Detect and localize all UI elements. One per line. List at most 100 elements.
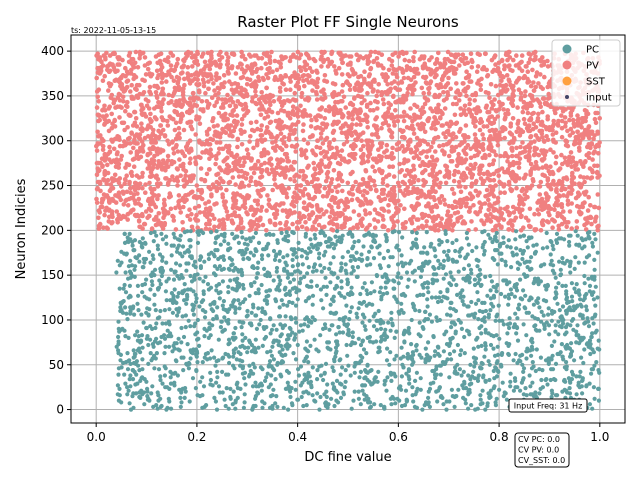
pc-spike-point (329, 396, 334, 401)
pv-spike-point (589, 141, 594, 146)
pv-spike-point (537, 128, 542, 134)
pc-spike-point (288, 394, 293, 400)
pc-spike-point (376, 369, 381, 374)
pc-spike-point (581, 360, 586, 366)
pv-spike-point (245, 151, 251, 157)
pv-spike-point (544, 100, 549, 106)
pv-spike-point (532, 211, 537, 217)
pv-spike-point (356, 185, 361, 191)
pv-spike-point (185, 71, 190, 76)
pv-spike-point (218, 185, 224, 191)
pv-spike-point (213, 129, 218, 135)
pv-spike-point (344, 196, 349, 202)
pc-spike-point (154, 403, 159, 408)
pv-spike-point (251, 145, 256, 151)
pv-spike-point (411, 214, 416, 220)
pv-spike-point (372, 168, 378, 174)
pc-spike-point (587, 402, 593, 407)
pv-spike-point (442, 202, 448, 207)
pv-spike-point (266, 160, 272, 166)
pv-spike-point (536, 211, 542, 217)
pv-spike-point (377, 153, 382, 159)
pv-spike-point (516, 125, 521, 131)
pv-spike-point (255, 198, 260, 204)
pv-spike-point (554, 154, 559, 160)
pv-spike-point (424, 154, 430, 160)
pv-spike-point (539, 119, 545, 125)
pc-spike-point (524, 356, 529, 361)
pv-spike-point (371, 123, 377, 128)
pv-spike-point (388, 86, 394, 92)
pv-spike-point (374, 115, 380, 120)
pv-spike-point (249, 127, 255, 133)
pv-spike-point (468, 51, 474, 57)
pv-spike-point (458, 189, 464, 195)
pv-spike-point (172, 127, 178, 133)
pc-spike-point (528, 392, 533, 397)
pv-spike-point (484, 124, 490, 129)
pc-spike-point (227, 360, 232, 366)
pv-spike-point (104, 113, 109, 118)
pv-spike-point (389, 63, 395, 68)
pc-spike-point (388, 370, 393, 375)
pv-spike-point (506, 77, 512, 83)
pv-spike-point (432, 214, 437, 220)
pc-spike-point (480, 401, 485, 406)
pv-spike-point (212, 224, 217, 230)
pv-spike-point (224, 162, 230, 168)
pv-spike-point (324, 209, 329, 214)
pv-spike-point (567, 209, 573, 214)
pv-spike-point (234, 191, 240, 196)
pv-spike-point (137, 224, 143, 230)
pv-spike-point (565, 198, 571, 204)
pv-spike-point (239, 122, 245, 127)
pv-spike-point (249, 204, 254, 210)
pv-spike-point (492, 53, 498, 58)
pv-spike-point (482, 51, 488, 57)
pv-spike-point (214, 179, 220, 185)
pc-spike-point (168, 375, 173, 380)
pc-spike-point (208, 382, 213, 387)
pv-spike-point (375, 211, 380, 216)
pc-spike-point (469, 381, 474, 386)
pv-spike-point (574, 219, 580, 224)
pc-spike-point (475, 406, 480, 411)
pv-spike-point (510, 116, 516, 121)
pv-spike-point (152, 186, 157, 192)
pc-spike-point (493, 365, 498, 370)
pv-spike-point (375, 89, 381, 94)
pv-spike-point (448, 213, 454, 219)
pc-spike-point (508, 371, 513, 376)
pv-spike-point (279, 227, 284, 232)
pv-spike-point (389, 151, 395, 156)
pv-spike-point (288, 87, 293, 92)
pv-spike-point (397, 87, 403, 92)
pv-spike-point (248, 219, 254, 224)
pv-spike-point (303, 148, 309, 153)
pv-spike-point (328, 180, 334, 186)
pv-spike-point (387, 56, 392, 62)
pv-spike-point (129, 94, 134, 100)
pc-spike-point (399, 374, 404, 379)
pc-spike-point (242, 376, 247, 381)
pv-spike-point (381, 217, 386, 222)
pc-spike-point (427, 386, 433, 391)
pc-spike-point (531, 364, 536, 369)
pv-spike-point (291, 97, 296, 102)
pv-spike-point (398, 188, 403, 194)
pv-spike-point (278, 131, 284, 136)
pv-spike-point (595, 192, 601, 197)
pv-spike-point (191, 173, 196, 178)
pv-spike-point (302, 186, 308, 192)
pv-spike-point (538, 179, 544, 185)
pv-spike-point (185, 49, 191, 55)
pv-spike-point (467, 191, 473, 196)
pv-spike-point (187, 138, 193, 143)
pc-spike-point (384, 388, 389, 393)
pc-spike-point (469, 403, 474, 408)
pv-spike-point (343, 105, 349, 110)
pv-spike-point (387, 190, 392, 195)
pv-spike-point (520, 207, 525, 212)
pc-spike-point (334, 398, 339, 403)
pv-spike-point (246, 183, 252, 188)
